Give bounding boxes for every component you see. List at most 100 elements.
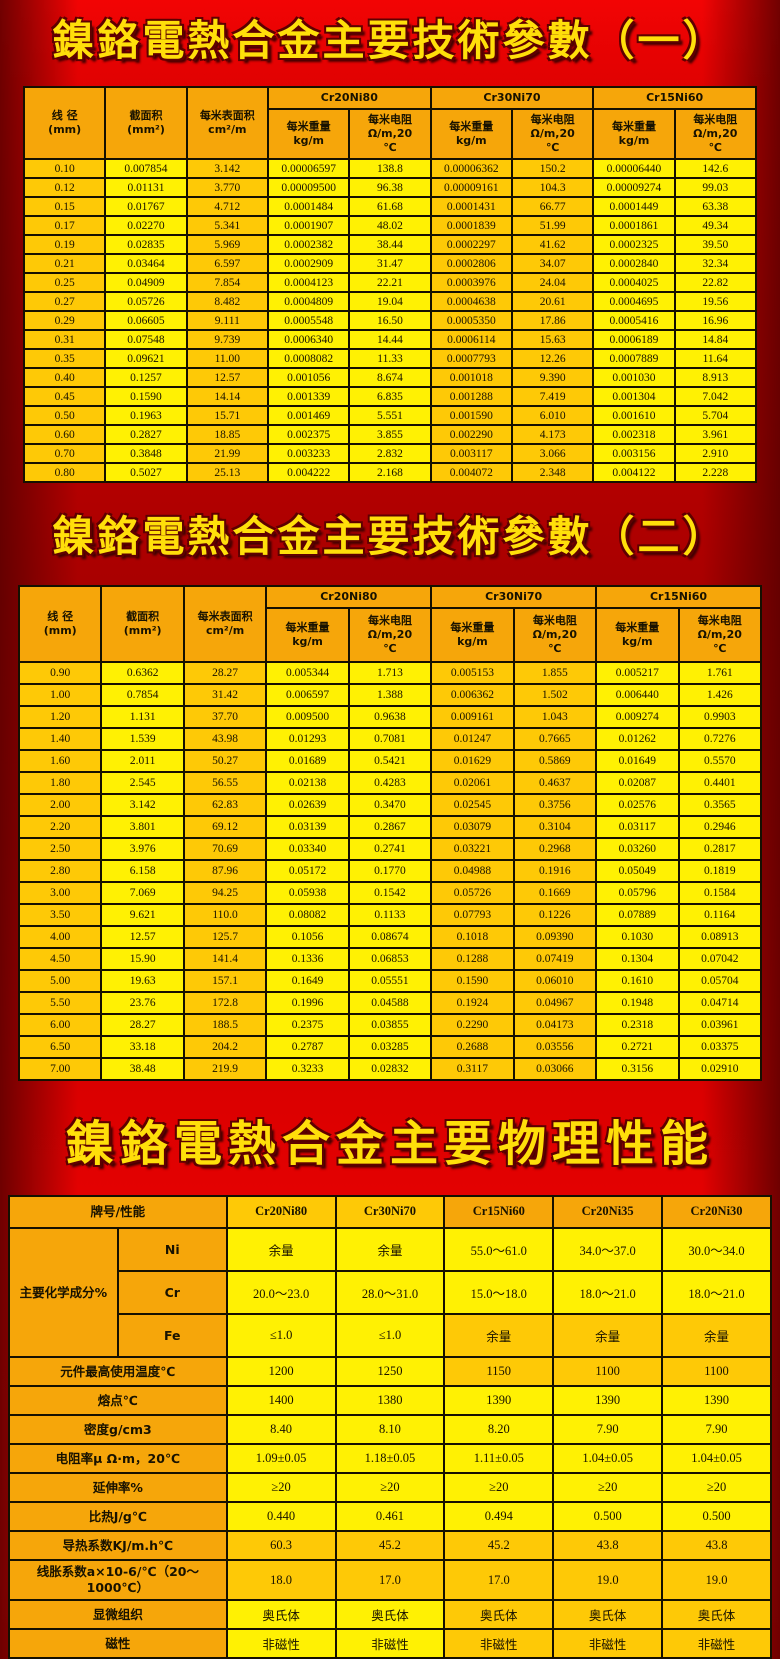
prop-row: 导热系数KJ/m.h℃ 60.3 45.2 45.2 43.8 43.8 xyxy=(8,1530,772,1561)
data-cell: 0.02639 xyxy=(265,793,350,817)
data-cell: 31.42 xyxy=(182,683,268,707)
data-cell: 5.341 xyxy=(185,215,269,236)
data-cell: 0.0002806 xyxy=(429,253,513,274)
prop-value: 7.90 xyxy=(661,1414,772,1445)
data-cell: 21.99 xyxy=(185,443,269,464)
header-resistance: 每米电阻 Ω/m,20 ℃ xyxy=(677,607,762,663)
prop-label: 磁性 xyxy=(8,1628,228,1659)
data-cell: 110.0 xyxy=(182,903,268,927)
prop-value: 43.8 xyxy=(552,1530,664,1561)
tech-params-table-2: 线 径 (mm) 截面积 (mm²) 每米表面积 cm²/m Cr20Ni80 Cr30… xyxy=(17,585,762,1081)
header-resistance: 每米电阻 Ω/m,20 ℃ xyxy=(512,607,598,663)
data-cell: 3.801 xyxy=(100,815,185,839)
prop-label: 元件最高使用温度℃ xyxy=(8,1356,228,1387)
prop-row: 元件最高使用温度℃ 1200 1250 1150 1100 1100 xyxy=(8,1356,772,1387)
data-cell: 0.2741 xyxy=(347,837,433,861)
prop-value: 非磁性 xyxy=(225,1628,337,1659)
table-row: 5.50 23.76 172.8 0.1996 0.04588 0.1924 0.04967… xyxy=(17,991,762,1015)
data-cell: 0.0001484 xyxy=(266,196,351,217)
data-cell: 0.2721 xyxy=(595,1035,680,1059)
data-cell: 0.02087 xyxy=(595,771,680,795)
grade-header-Cr30Ni70: Cr30Ni70 xyxy=(334,1195,446,1229)
table-row: 0.19 0.02835 5.969 0.0002382 38.44 0.0002297 4… xyxy=(22,234,758,255)
data-cell: 0.1948 xyxy=(595,991,680,1015)
data-cell: 23.76 xyxy=(100,991,185,1015)
data-cell: 7.069 xyxy=(100,881,185,905)
header-surface-area: 每米表面积 cm²/m xyxy=(182,585,268,663)
data-cell: 2.228 xyxy=(673,462,758,483)
data-cell: 0.00009500 xyxy=(266,177,351,198)
data-cell: 0.5570 xyxy=(677,749,762,773)
data-cell: 0.0004025 xyxy=(592,272,676,293)
data-cell: 0.2375 xyxy=(265,1013,350,1037)
table-row: 0.31 0.07548 9.739 0.0006340 14.44 0.0006114 1… xyxy=(22,329,758,350)
header-resistance: 每米电阻 Ω/m,20 ℃ xyxy=(673,108,758,160)
data-cell: 39.50 xyxy=(673,234,758,255)
prop-value: 非磁性 xyxy=(661,1628,772,1659)
header-cross-section: 截面积 (mm²) xyxy=(104,86,188,160)
diameter-cell: 1.40 xyxy=(17,727,103,751)
table-row: 0.17 0.02270 5.341 0.0001907 48.02 0.0001839 5… xyxy=(22,215,758,236)
data-cell: 0.05704 xyxy=(677,969,762,993)
data-cell: 0.08082 xyxy=(265,903,350,927)
data-cell: 0.0002840 xyxy=(592,253,676,274)
data-cell: 0.3756 xyxy=(512,793,598,817)
diameter-cell: 0.15 xyxy=(22,196,107,217)
data-cell: 7.042 xyxy=(673,386,758,407)
table-row: 0.21 0.03464 6.597 0.0002909 31.47 0.0002806 3… xyxy=(22,253,758,274)
data-cell: 11.33 xyxy=(348,348,432,369)
header-alloy-Cr15Ni60: Cr15Ni60 xyxy=(595,585,762,609)
prop-value: 1150 xyxy=(443,1356,555,1387)
data-cell: 138.8 xyxy=(348,158,432,179)
table-row: 7.00 38.48 219.9 0.3233 0.02832 0.3117 0.03066… xyxy=(17,1057,762,1081)
prop-value: ≥20 xyxy=(552,1472,664,1503)
header-weight: 每米重量 kg/m xyxy=(265,607,350,663)
prop-value: 1100 xyxy=(661,1356,772,1387)
diameter-cell: 1.60 xyxy=(17,749,103,773)
table-row: 0.12 0.01131 3.770 0.00009500 96.38 0.0000916… xyxy=(22,177,758,198)
chem-value: 余量 xyxy=(334,1227,446,1272)
diameter-cell: 4.50 xyxy=(17,947,103,971)
data-cell: 0.7854 xyxy=(100,683,185,707)
data-cell: 0.1649 xyxy=(265,969,350,993)
table-row: 0.50 0.1963 15.71 0.001469 5.551 0.001590 6.01… xyxy=(22,405,758,426)
header-surface-area: 每米表面积 cm²/m xyxy=(185,86,269,160)
data-cell: 19.63 xyxy=(100,969,185,993)
data-cell: 14.44 xyxy=(348,329,432,350)
data-cell: 0.0001431 xyxy=(429,196,513,217)
phys-header-row: 牌号/性能 Cr20Ni80 Cr30Ni70 Cr15Ni60 Cr20Ni35 Cr2… xyxy=(8,1195,772,1229)
table-row: 0.90 0.6362 28.27 0.005344 1.713 0.005153 1.85… xyxy=(17,661,762,685)
data-cell: 204.2 xyxy=(182,1035,268,1059)
prop-value: 1.18±0.05 xyxy=(334,1443,446,1474)
table-row: 6.00 28.27 188.5 0.2375 0.03855 0.2290 0.04173… xyxy=(17,1013,762,1037)
data-cell: 17.86 xyxy=(510,310,595,331)
prop-value: 18.0 xyxy=(225,1559,337,1601)
data-cell: 0.1610 xyxy=(595,969,680,993)
data-cell: 0.0001907 xyxy=(266,215,351,236)
diameter-cell: 5.00 xyxy=(17,969,103,993)
diameter-cell: 0.50 xyxy=(22,405,107,426)
diameter-cell: 0.45 xyxy=(22,386,107,407)
data-cell: 14.84 xyxy=(673,329,758,350)
data-cell: 0.09621 xyxy=(104,348,188,369)
data-cell: 0.02138 xyxy=(265,771,350,795)
data-cell: 69.12 xyxy=(182,815,268,839)
data-cell: 0.009161 xyxy=(430,705,515,729)
data-cell: 2.832 xyxy=(348,443,432,464)
data-cell: 0.2946 xyxy=(677,815,762,839)
data-cell: 0.03961 xyxy=(677,1013,762,1037)
data-cell: 62.83 xyxy=(182,793,268,817)
data-cell: 20.61 xyxy=(510,291,595,312)
data-cell: 0.0006340 xyxy=(266,329,351,350)
data-cell: 0.03260 xyxy=(595,837,680,861)
data-cell: 6.597 xyxy=(185,253,269,274)
data-cell: 0.07793 xyxy=(430,903,515,927)
chem-value: 18.0～21.0 xyxy=(661,1270,772,1315)
data-cell: 0.4637 xyxy=(512,771,598,795)
data-cell: 50.27 xyxy=(182,749,268,773)
data-cell: 0.05938 xyxy=(265,881,350,905)
chem-value: ≤1.0 xyxy=(225,1313,337,1358)
data-cell: 1.502 xyxy=(512,683,598,707)
data-cell: 0.002290 xyxy=(429,424,513,445)
data-cell: 0.001610 xyxy=(592,405,676,426)
